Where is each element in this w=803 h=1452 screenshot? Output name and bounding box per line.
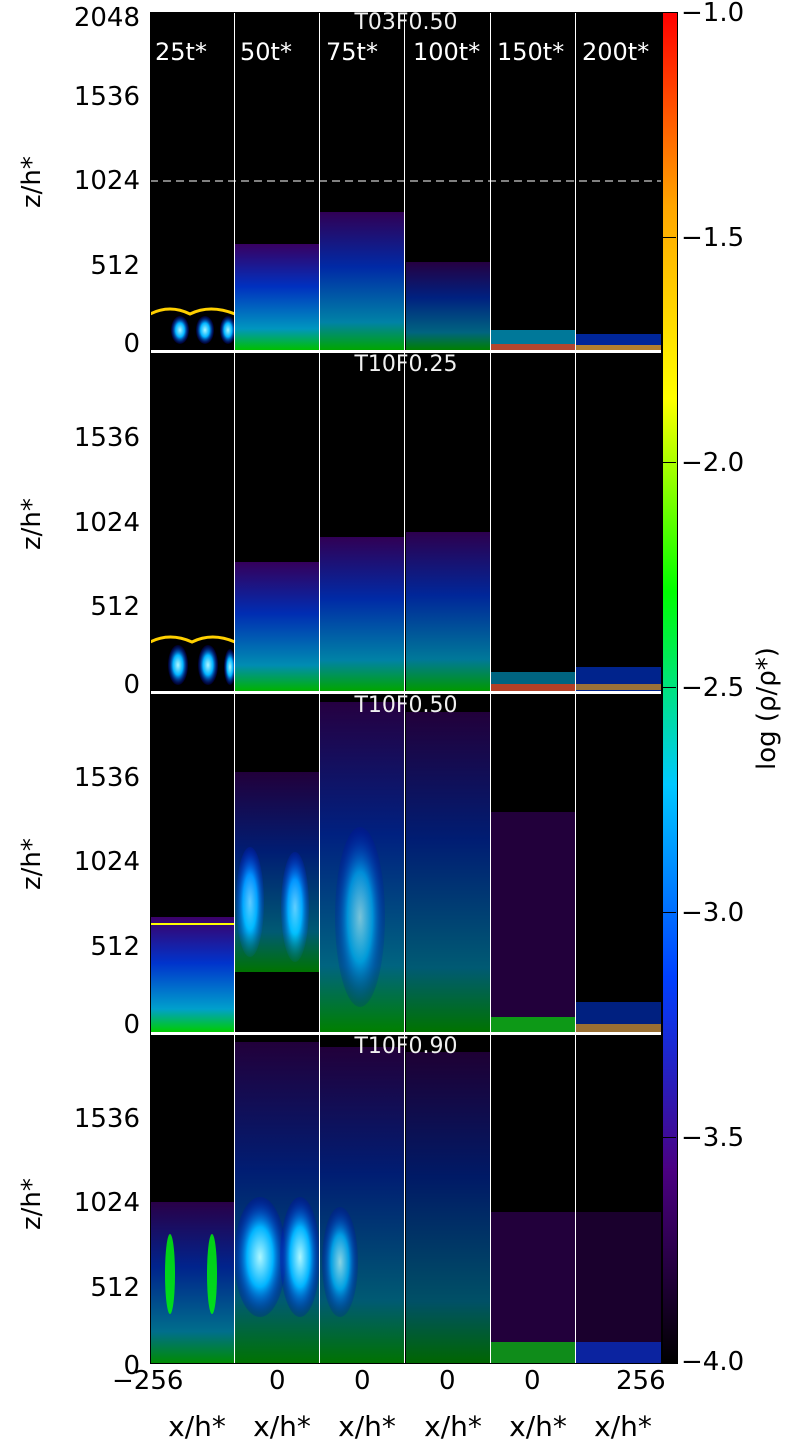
ytick-p2-1024: 1024: [73, 508, 140, 538]
ytick-p2-1536: 1536: [73, 423, 140, 453]
panel-4-structures: [150, 1042, 662, 1364]
panel-separators: [150, 350, 662, 1034]
panel-4-title: T10F0.90: [354, 1034, 458, 1059]
xtick-left: −256: [112, 1366, 184, 1396]
panel-1-title: T03F0.50: [354, 10, 458, 35]
ytick-p3-0: 0: [123, 1010, 140, 1040]
xlabel-1: x/h*: [168, 1410, 226, 1443]
ytick-p3-1024: 1024: [73, 847, 140, 877]
ytick-p2-512: 512: [90, 592, 140, 622]
time-label-75: 75t*: [326, 38, 378, 66]
xtick-2: 0: [269, 1366, 286, 1396]
xlabel-5: x/h*: [509, 1410, 567, 1443]
time-label-150: 150t*: [497, 38, 565, 66]
ytick-p1-0: 0: [123, 329, 140, 359]
panel-2-structures: [150, 532, 662, 691]
xtick-5: 0: [524, 1366, 541, 1396]
colorbar-tick-4: −2.5: [681, 673, 745, 703]
panel-2-title: T10F0.25: [354, 352, 458, 377]
column-separators: [234, 12, 576, 1364]
ylabel-p3: z/h*: [17, 838, 47, 890]
xtick-right: 256: [616, 1366, 666, 1396]
ytick-p4-1536: 1536: [73, 1104, 140, 1134]
time-label-50: 50t*: [240, 38, 292, 66]
ytick-p1-512: 512: [90, 251, 140, 281]
ylabel-p1: z/h*: [17, 156, 47, 208]
ytick-p3-1536: 1536: [73, 763, 140, 793]
colorbar-tick-1: −1.0: [681, 0, 745, 28]
colorbar-tick-5: −3.0: [681, 898, 745, 928]
ytick-p3-512: 512: [90, 932, 140, 962]
ytick-p1-1536: 1536: [73, 82, 140, 112]
colorbar-label: log (ρ/ρ*): [752, 647, 782, 770]
ylabel-p2: z/h*: [17, 498, 47, 550]
colorbar-tick-6: −3.5: [681, 1123, 745, 1153]
time-label-25: 25t*: [155, 38, 207, 66]
panel-3-structures: [150, 702, 662, 1032]
colorbar-tick-2: −1.5: [681, 223, 745, 253]
ytick-p4-512: 512: [90, 1273, 140, 1303]
xtick-3: 0: [354, 1366, 371, 1396]
density-panels: [150, 12, 662, 1364]
ytick-p4-1024: 1024: [73, 1188, 140, 1218]
xtick-4: 0: [439, 1366, 456, 1396]
ytick-p1-1024: 1024: [73, 166, 140, 196]
ylabel-p4: z/h*: [17, 1178, 47, 1230]
panel-1-structures: [150, 180, 662, 350]
xlabel-6: x/h*: [594, 1410, 652, 1443]
ytick-p1-2048: 2048: [73, 3, 140, 33]
ytick-p4-0: 0: [123, 1351, 140, 1381]
time-label-100: 100t*: [413, 38, 481, 66]
ytick-p2-0: 0: [123, 670, 140, 700]
xlabel-2: x/h*: [253, 1410, 311, 1443]
xlabel-3: x/h*: [338, 1410, 396, 1443]
colorbar-tick-3: −2.0: [681, 448, 745, 478]
colorbar-tick-7: −4.0: [681, 1347, 745, 1377]
colorbar: [662, 12, 678, 1364]
xlabel-4: x/h*: [424, 1410, 482, 1443]
panel-3-title: T10F0.50: [354, 693, 458, 718]
time-label-200: 200t*: [582, 38, 650, 66]
